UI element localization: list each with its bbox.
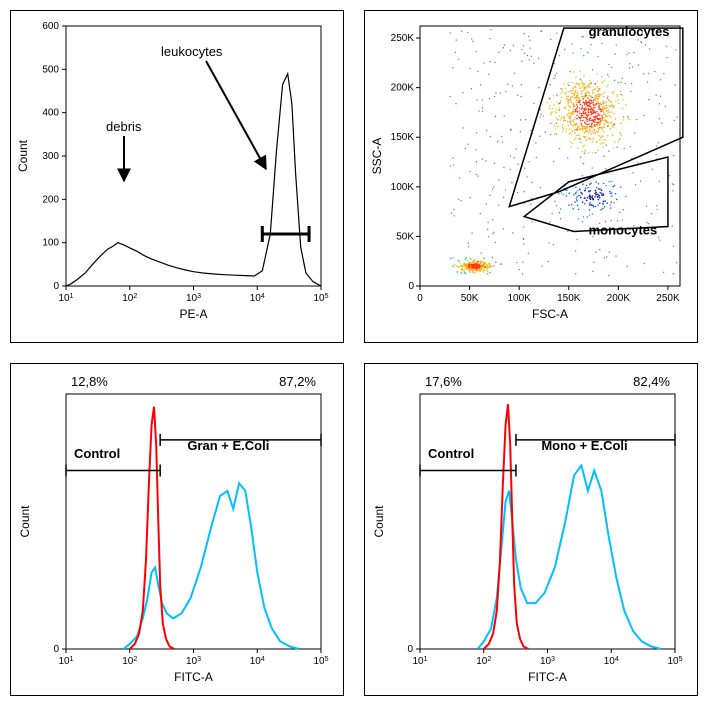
svg-text:105: 105 xyxy=(667,656,682,668)
svg-text:100: 100 xyxy=(42,238,59,249)
xlabel: FITC-A xyxy=(528,670,567,684)
percent-left: 17,6% xyxy=(425,374,462,389)
panel-a-histogram: 0 100 200 300 400 500 600 101 102 103 104 105 PE-A Co… xyxy=(10,10,344,343)
svg-text:600: 600 xyxy=(42,21,59,32)
svg-text:0: 0 xyxy=(417,293,423,304)
label-sample: Mono + E.Coli xyxy=(541,438,627,453)
svg-text:101: 101 xyxy=(58,656,73,668)
svg-text:400: 400 xyxy=(42,108,59,119)
ylabel: Count xyxy=(16,139,30,172)
panel-d-overlay: 0101 102 103 104 105 FITC-A Count 17,6% 82,4% Con… xyxy=(364,363,698,696)
svg-text:102: 102 xyxy=(122,293,137,305)
ylabel: SSC-A xyxy=(370,138,384,175)
svg-text:0: 0 xyxy=(407,644,413,655)
percent-right: 87,2% xyxy=(279,374,316,389)
svg-text:105: 105 xyxy=(313,656,328,668)
svg-text:103: 103 xyxy=(540,656,555,668)
svg-text:150K: 150K xyxy=(391,132,415,143)
svg-text:102: 102 xyxy=(122,656,137,668)
panel-b-scatter: 0 50K 100K 150K 200K 250K 0 50K 100K 150K 200K 250K… xyxy=(364,10,698,343)
ylabel: Count xyxy=(18,505,32,538)
svg-text:102: 102 xyxy=(476,656,491,668)
ylabel: Count xyxy=(372,505,386,538)
svg-text:103: 103 xyxy=(186,293,201,305)
svg-text:0: 0 xyxy=(53,644,59,655)
svg-text:100K: 100K xyxy=(508,293,532,304)
svg-text:104: 104 xyxy=(250,656,265,668)
svg-text:50K: 50K xyxy=(461,293,479,304)
label-granulocytes: granulocytes xyxy=(589,24,670,39)
svg-text:103: 103 xyxy=(186,656,201,668)
panel-c-overlay: 0101 102 103 104 105 FITC-A Count 12,8% 87,2% Con… xyxy=(10,363,344,696)
label-sample: Gran + E.Coli xyxy=(187,438,269,453)
svg-text:101: 101 xyxy=(58,293,73,305)
svg-text:200K: 200K xyxy=(391,83,415,94)
label-control: Control xyxy=(74,446,120,461)
svg-text:200K: 200K xyxy=(607,293,631,304)
svg-text:250K: 250K xyxy=(656,293,680,304)
xlabel: PE-A xyxy=(179,307,207,321)
xlabel: FITC-A xyxy=(174,670,213,684)
svg-text:104: 104 xyxy=(604,656,619,668)
svg-text:150K: 150K xyxy=(557,293,581,304)
svg-text:200: 200 xyxy=(42,194,59,205)
svg-text:300: 300 xyxy=(42,151,59,162)
svg-text:100K: 100K xyxy=(391,182,415,193)
label-leukocytes: leukocytes xyxy=(161,44,223,59)
svg-text:104: 104 xyxy=(250,293,265,305)
percent-right: 82,4% xyxy=(633,374,670,389)
label-debris: debris xyxy=(106,119,142,134)
percent-left: 12,8% xyxy=(71,374,108,389)
label-control: Control xyxy=(428,446,474,461)
svg-text:250K: 250K xyxy=(391,33,415,44)
svg-text:101: 101 xyxy=(412,656,427,668)
svg-text:500: 500 xyxy=(42,64,59,75)
svg-text:105: 105 xyxy=(313,293,328,305)
xlabel: FSC-A xyxy=(532,307,568,321)
svg-text:0: 0 xyxy=(408,281,414,292)
label-monocytes: monocytes xyxy=(589,222,658,237)
svg-text:0: 0 xyxy=(53,281,59,292)
svg-text:50K: 50K xyxy=(396,231,414,242)
